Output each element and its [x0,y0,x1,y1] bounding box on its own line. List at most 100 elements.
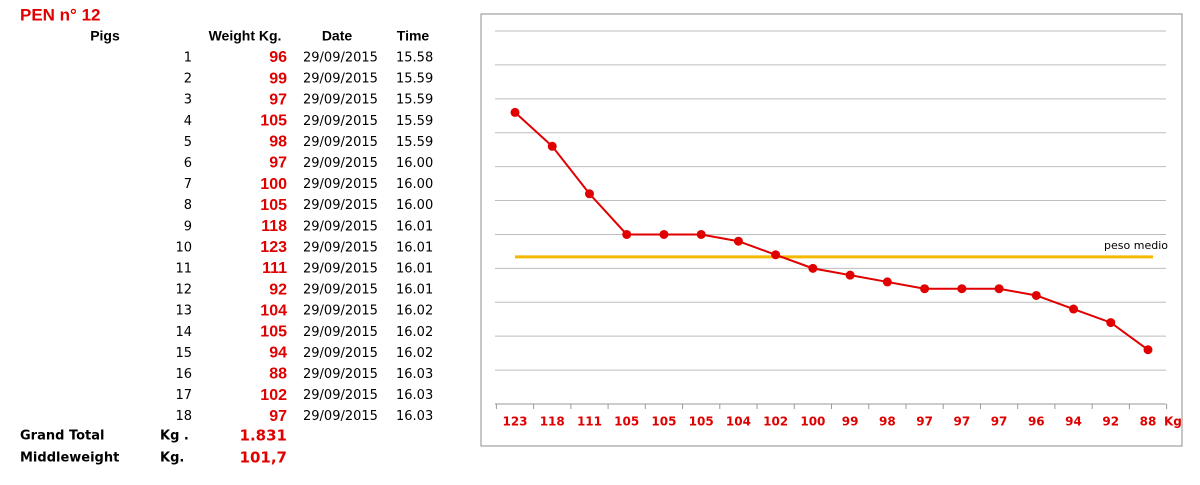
time: 16.03 [396,388,433,403]
pen-title: PEN n° 12 [20,5,101,24]
x-tick-label: 97 [991,415,1008,429]
weight: 97 [269,155,287,172]
date: 29/09/2015 [303,325,378,340]
pig-number: 3 [184,93,192,108]
time: 16.02 [396,325,433,340]
x-tick-label: 105 [614,415,639,429]
pig-number: 1 [184,51,192,66]
date: 29/09/2015 [303,304,378,319]
x-tick-label: 100 [800,415,825,429]
weight: 98 [269,134,287,151]
x-tick-label: 118 [540,415,565,429]
date: 29/09/2015 [303,388,378,403]
x-tick-label: 94 [1065,415,1082,429]
weight-point [845,270,855,280]
time: 15.59 [396,114,433,129]
time: 15.59 [396,72,433,87]
weight-line [514,111,1149,351]
pig-number: 5 [184,135,192,150]
time: 16.03 [396,409,433,424]
date: 29/09/2015 [303,93,378,108]
date: 29/09/2015 [303,51,378,66]
weight: 94 [269,345,287,362]
pig-number: 7 [184,177,192,192]
weight: 99 [269,70,287,87]
date: 29/09/2015 [303,367,378,382]
weight: 105 [260,324,287,341]
weight-point [696,229,706,239]
x-tick-label: 123 [502,415,527,429]
time: 16.01 [396,240,433,255]
total-label: Kg. [160,451,184,466]
weight: 92 [269,281,287,298]
weight-point [994,284,1004,294]
weight-point [957,284,967,294]
date: 29/09/2015 [303,219,378,234]
weight: 111 [262,260,287,277]
pig-number: 4 [184,114,192,129]
weight: 102 [260,387,287,404]
date: 29/09/2015 [303,72,378,87]
date: 29/09/2015 [303,283,378,298]
time: 16.01 [396,283,433,298]
weight-point [1143,345,1153,355]
time: 16.01 [396,262,433,277]
weight-point [659,229,669,239]
x-tick-label: 105 [689,415,714,429]
time: 16.00 [396,177,433,192]
pig-number: 6 [184,156,192,171]
time: 15.59 [396,93,433,108]
x-tick-label: 97 [916,415,933,429]
weight-point [808,263,818,273]
weight: 118 [261,218,287,235]
pig-number: 2 [184,72,192,87]
weight-point [547,141,557,151]
x-tick-label: 88 [1140,415,1157,429]
weight: 105 [260,113,287,130]
weight-point [771,250,781,260]
weight-point [1031,290,1041,300]
weight-point [733,236,743,246]
x-unit: Kg [1164,415,1182,429]
column-header: Time [397,28,430,44]
weight: 100 [260,176,287,193]
date: 29/09/2015 [303,177,378,192]
x-tick-label: 105 [651,415,676,429]
time: 16.02 [396,304,433,319]
chart-frame [480,13,1183,447]
total-label: Kg . [160,429,189,444]
weight: 97 [269,91,287,108]
x-tick-label: 102 [763,415,788,429]
time: 15.58 [396,51,433,66]
weight: 97 [269,408,287,425]
time: 16.01 [396,219,433,234]
pig-number: 13 [175,304,192,319]
pig-number: 16 [175,367,192,382]
weight: 104 [260,302,287,319]
weight-point [920,284,930,294]
pig-number: 9 [184,219,192,234]
date: 29/09/2015 [303,135,378,150]
date: 29/09/2015 [303,346,378,361]
weight-point [882,277,892,287]
weight-point [1106,318,1116,328]
x-tick-label: 104 [726,415,751,429]
pig-number: 12 [175,283,192,298]
time: 16.00 [396,198,433,213]
time: 16.00 [396,156,433,171]
weight-point [1069,304,1079,314]
total-label: Grand Total [20,429,104,444]
date: 29/09/2015 [303,262,378,277]
time: 16.03 [396,367,433,382]
weight: 123 [260,239,287,256]
pig-number: 15 [175,346,192,361]
date: 29/09/2015 [303,240,378,255]
weight: 96 [269,49,287,66]
date: 29/09/2015 [303,409,378,424]
pig-number: 14 [175,325,192,340]
weight-point [510,107,520,117]
column-header: Pigs [90,28,120,44]
pig-number: 8 [184,198,192,213]
